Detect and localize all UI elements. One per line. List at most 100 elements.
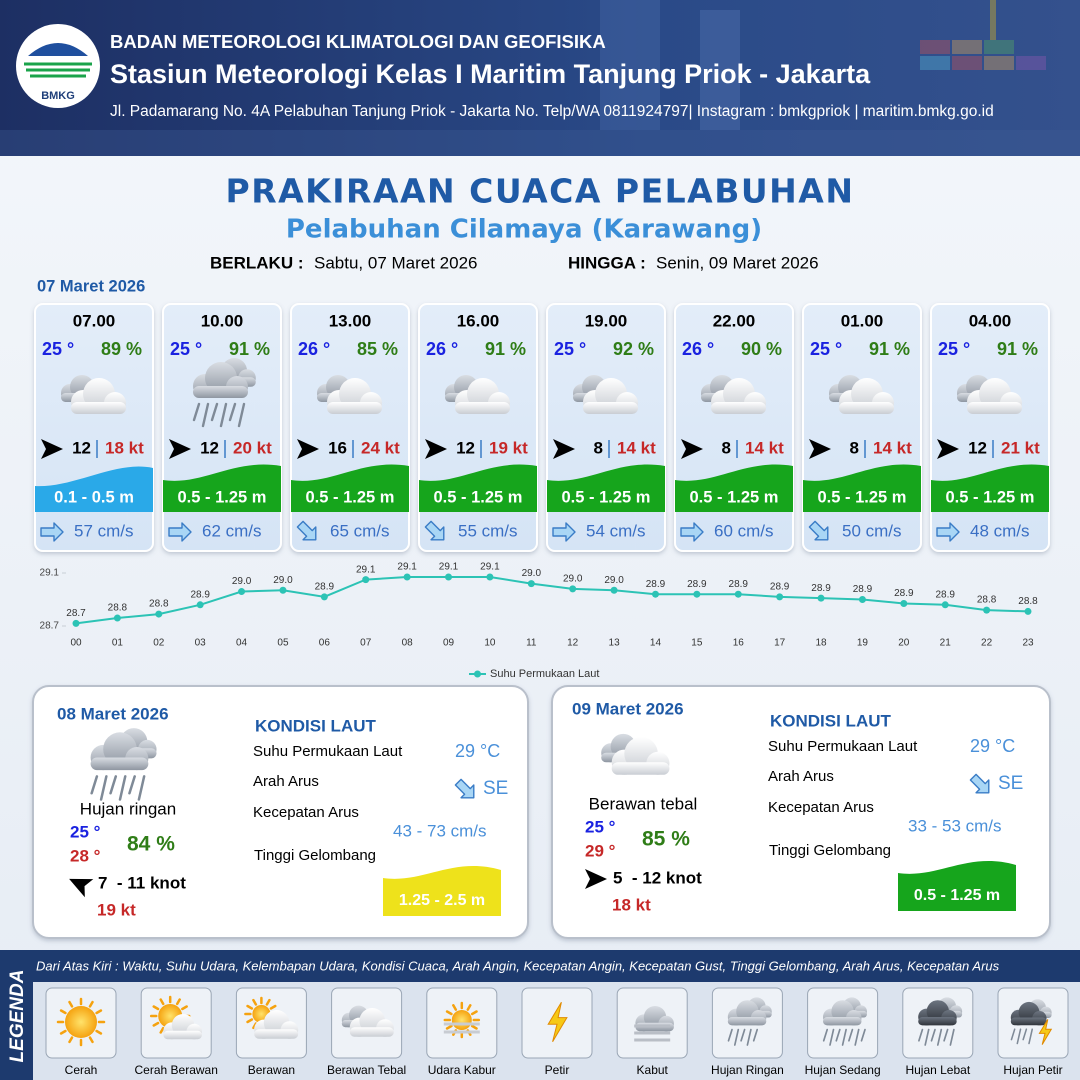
x-tick-label: 11 bbox=[526, 638, 537, 649]
sst-point bbox=[279, 586, 287, 594]
current-direction-label: Arah Arus bbox=[768, 768, 834, 785]
x-tick-label: 21 bbox=[940, 638, 952, 649]
legend-item-label: Cerah bbox=[65, 1063, 98, 1077]
legend-item-label: Hujan Petir bbox=[1003, 1063, 1062, 1077]
sun-ray bbox=[466, 1004, 472, 1011]
cloud-icon bbox=[254, 1010, 299, 1039]
gust-speed: 19 kt bbox=[489, 438, 528, 457]
gust-speed: 20 kt bbox=[233, 438, 272, 457]
cloud-part bbox=[254, 1029, 299, 1039]
rain-drop bbox=[943, 1028, 949, 1042]
current-direction-arrow bbox=[296, 520, 317, 541]
wind-speed: 12 bbox=[456, 438, 475, 457]
x-tick-label: 22 bbox=[981, 638, 993, 649]
air-temperature: 26 ° bbox=[682, 339, 714, 359]
sst-point bbox=[693, 590, 701, 598]
x-tick-label: 23 bbox=[1022, 638, 1034, 649]
sun-ray bbox=[181, 1005, 188, 1011]
logo-arc bbox=[28, 43, 88, 56]
sst-point bbox=[817, 594, 825, 602]
sst-point bbox=[238, 588, 246, 596]
rain-drop bbox=[733, 1028, 740, 1046]
sst-value-label: 28.9 bbox=[811, 583, 831, 594]
legend-item: Hujan Ringan bbox=[711, 987, 784, 1077]
validity-from: Sabtu, 07 Maret 2026 bbox=[314, 253, 478, 272]
legend-item: Berawan Tebal bbox=[327, 987, 406, 1077]
sst-value-label: 29.0 bbox=[563, 574, 583, 585]
logo-bg bbox=[16, 24, 100, 108]
sst-value-label: 29.0 bbox=[604, 575, 624, 586]
legend-item-label: Cerah Berawan bbox=[135, 1063, 218, 1077]
sst-value-label: 28.8 bbox=[149, 599, 169, 610]
sst-value-label: 28.7 bbox=[66, 608, 86, 619]
hour-card: 01.00 25 ° 91 % 8 14 kt 0.5 - 1.25 m 50 cm/s bbox=[802, 303, 922, 552]
forecast-time: 16.00 bbox=[457, 311, 500, 330]
x-tick-label: 02 bbox=[153, 638, 165, 649]
lightning bbox=[1038, 1019, 1053, 1045]
cloud-part bbox=[823, 1017, 862, 1026]
humidity: 91 % bbox=[869, 339, 910, 359]
forecast-time: 10.00 bbox=[201, 311, 244, 330]
sun-ray bbox=[88, 1036, 94, 1044]
hour-card: 13.00 26 ° 85 % 16 24 kt 0.5 - 1.25 m 65 cm/s bbox=[290, 303, 410, 552]
legend-description: Dari Atas Kiri : Waktu, Suhu Udara, Kele… bbox=[36, 958, 1000, 973]
current-speed: 50 cm/s bbox=[842, 521, 902, 540]
cloud-part bbox=[711, 402, 766, 414]
sst-value: 29 °C bbox=[455, 741, 500, 761]
wind-direction-arrow bbox=[553, 439, 575, 459]
wave-height: 0.5 - 1.25 m bbox=[306, 488, 395, 506]
sst-value-label: 28.9 bbox=[646, 579, 666, 590]
wind-direction-arrow bbox=[297, 439, 319, 459]
y-tick-label: 28.7 bbox=[40, 621, 60, 632]
gust-speed: 18 kt bbox=[105, 438, 144, 457]
x-tick-label: 01 bbox=[112, 638, 124, 649]
x-tick-label: 03 bbox=[195, 638, 207, 649]
sst-point bbox=[858, 596, 866, 603]
legend-item-label: Berawan Tebal bbox=[327, 1063, 406, 1077]
sun-ray bbox=[59, 1029, 67, 1035]
rain-drop bbox=[109, 775, 118, 795]
current-direction-arrow bbox=[40, 522, 64, 542]
current-speed: 33 - 53 cm/s bbox=[908, 816, 1002, 835]
current-direction-arrow bbox=[936, 522, 960, 542]
x-tick-label: 08 bbox=[402, 638, 414, 649]
sst-value-label: 28.8 bbox=[1018, 596, 1038, 607]
rain-drop bbox=[746, 1028, 752, 1046]
sst-label: Suhu Permukaan Laut bbox=[768, 738, 918, 755]
humidity: 90 % bbox=[741, 339, 782, 359]
humidity: 85 % bbox=[642, 828, 690, 851]
legend-item: Petir bbox=[521, 987, 593, 1077]
sst-value-label: 29.0 bbox=[273, 575, 293, 586]
day2-panel bbox=[32, 685, 529, 939]
wave-label: Tinggi Gelombang bbox=[769, 842, 891, 859]
gust-speed: 19 kt bbox=[97, 900, 136, 919]
sst-value-label: 29.0 bbox=[522, 568, 542, 579]
humidity: 92 % bbox=[613, 339, 654, 359]
legend-item: Berawan bbox=[235, 987, 307, 1077]
wave-height: 0.1 - 0.5 m bbox=[54, 488, 134, 506]
legend-item: Cerah bbox=[45, 987, 117, 1077]
legend-item-label: Berawan bbox=[248, 1063, 295, 1077]
cloud-part bbox=[71, 402, 126, 414]
sst-label: Suhu Permukaan Laut bbox=[253, 743, 403, 760]
cloud-icon bbox=[711, 378, 766, 414]
cloud-icon bbox=[967, 378, 1022, 414]
sun-ray bbox=[88, 1000, 94, 1008]
wave-height: 1.25 - 2.5 m bbox=[399, 892, 485, 909]
current-direction-arrow bbox=[552, 522, 576, 542]
cloud-part bbox=[455, 402, 510, 414]
sst-point bbox=[403, 573, 411, 581]
wind-direction-arrow bbox=[585, 869, 607, 889]
rain-drop bbox=[128, 775, 136, 795]
cloud-icon bbox=[455, 378, 510, 414]
rain-drop bbox=[841, 1028, 847, 1046]
day-date: 08 Maret 2026 bbox=[57, 704, 169, 723]
sun-ray bbox=[246, 1018, 254, 1024]
rain-drop bbox=[1016, 1028, 1022, 1045]
temp-min: 25 ° bbox=[585, 817, 616, 836]
sst-point bbox=[1024, 607, 1032, 615]
sun-ray bbox=[159, 1026, 165, 1034]
sst-point bbox=[320, 593, 328, 601]
sst-point bbox=[196, 601, 204, 609]
